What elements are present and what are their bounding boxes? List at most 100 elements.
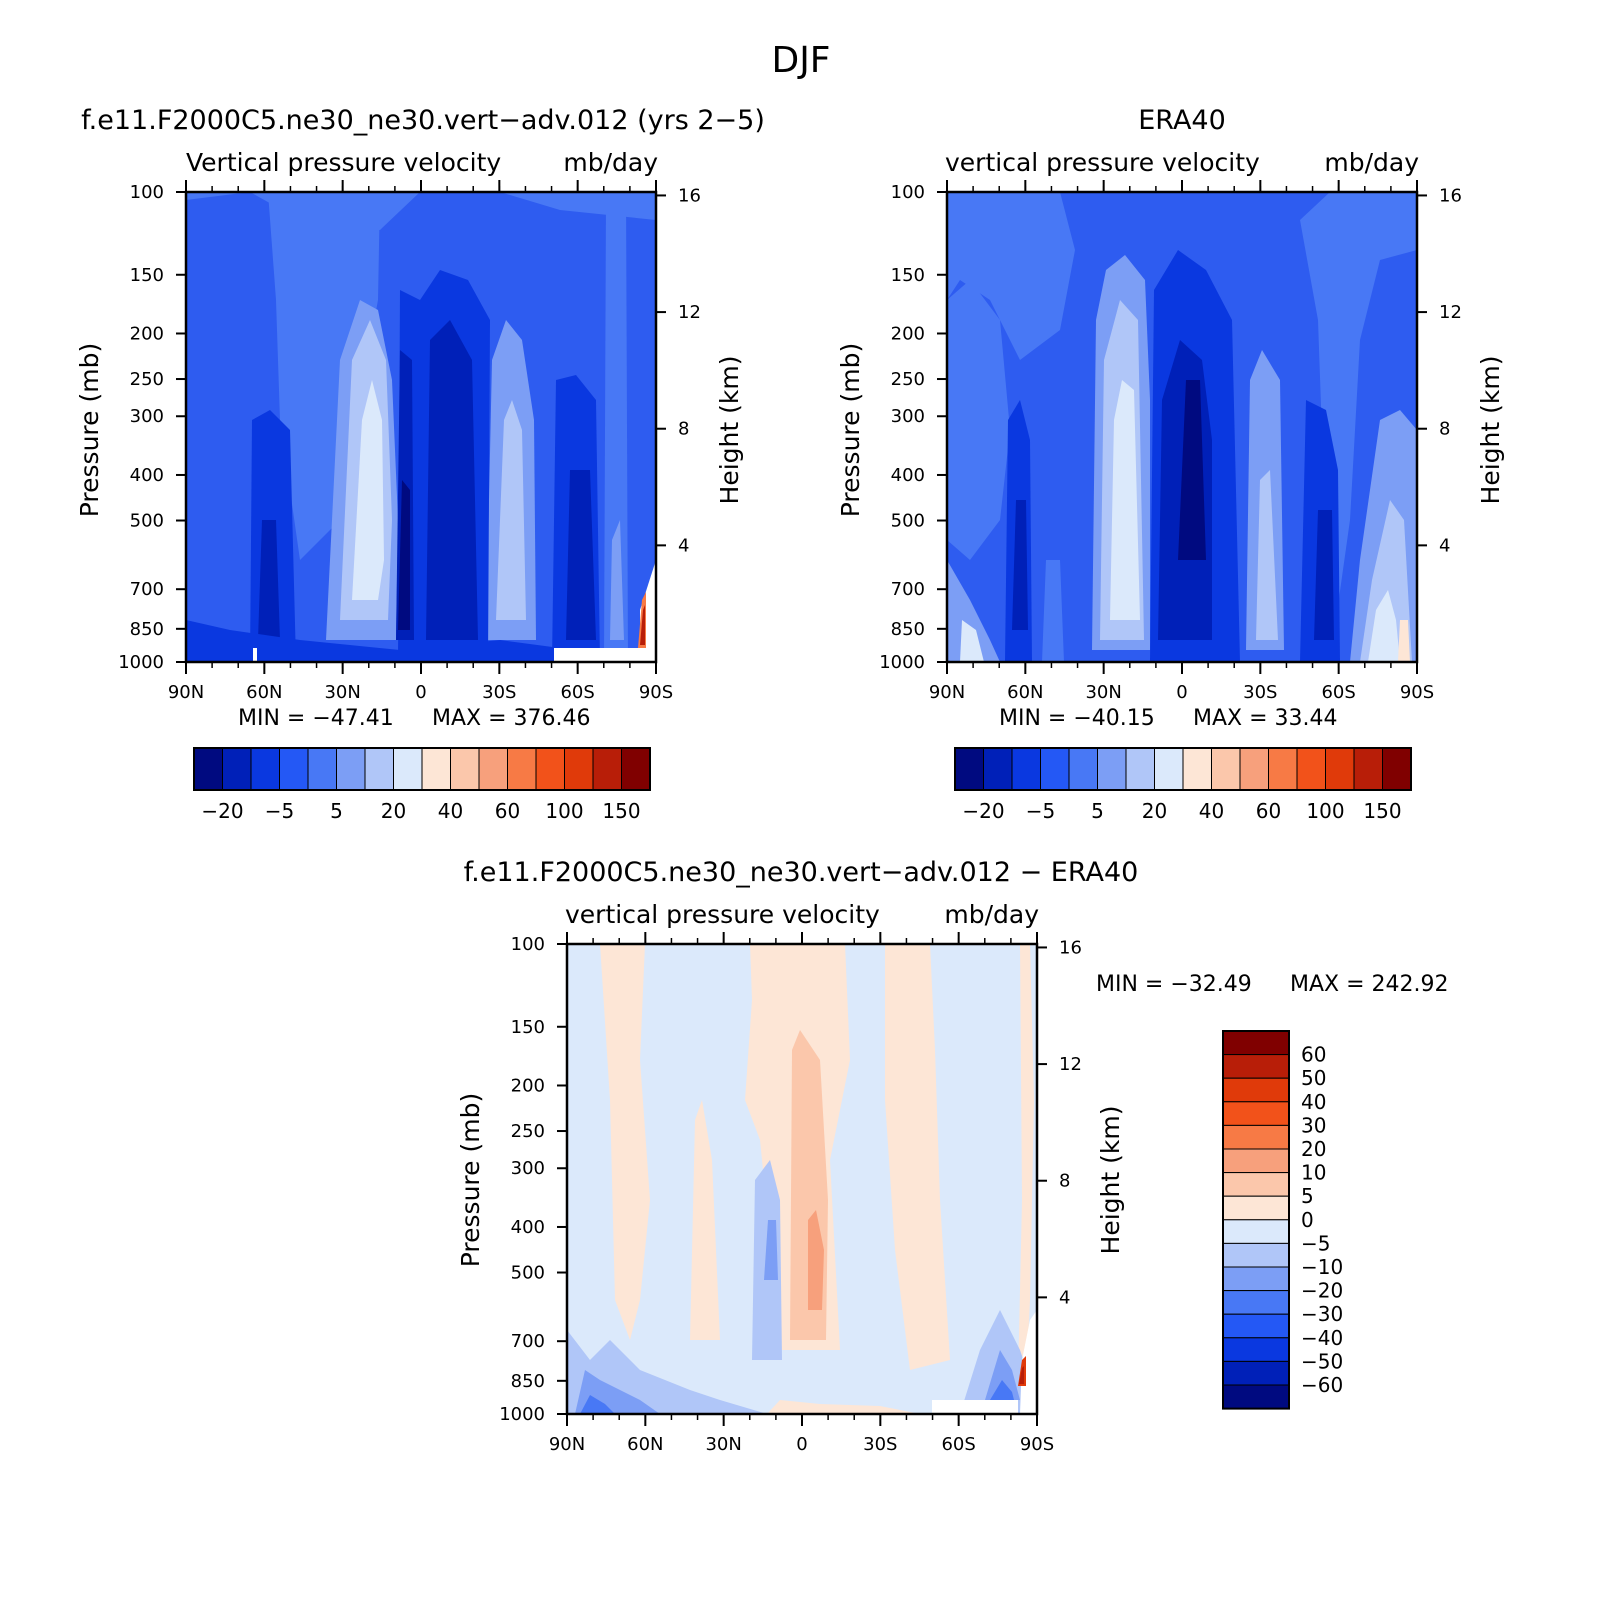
axes-obs: 90N 60N 30N 0 30S 60S 90S 100 150 200 250 300 400 500… [879, 180, 1462, 703]
contour-band [1018, 944, 1034, 1380]
colorbar-label: −10 [1301, 1255, 1343, 1279]
min-label-difference: MIN = −32.49 [1096, 972, 1252, 997]
y-tick-label: 500 [511, 1263, 545, 1284]
colorbar-label: −40 [1301, 1326, 1343, 1350]
y2-tick-label: 12 [1059, 1054, 1082, 1075]
contour-band [1178, 380, 1206, 560]
ylabel-difference: Pressure (mb) [456, 1093, 485, 1267]
colorbar-label: −5 [1301, 1231, 1330, 1255]
contour-band [1256, 470, 1278, 640]
y-tick-label: 1000 [879, 652, 925, 673]
x-tick-label: 60N [627, 1434, 663, 1455]
colorbar-box [1325, 747, 1355, 791]
colorbar-box [1222, 1290, 1290, 1315]
colorbar-box [1222, 1337, 1290, 1362]
y-tick-label: 150 [130, 265, 164, 286]
colorbar-label: −5 [1026, 799, 1055, 823]
contour-band [767, 1400, 920, 1414]
ylabel-obs: Pressure (mb) [836, 343, 865, 517]
contour-band [566, 470, 596, 640]
y-tick-label: 850 [891, 619, 925, 640]
y-tick-label: 200 [511, 1075, 545, 1096]
x-tick-label: 60N [1007, 682, 1043, 703]
x-tick-label: 30N [705, 1434, 741, 1455]
panel-obs: ERA40 vertical pressure velocity mb/day [836, 105, 1505, 823]
colorbar-box [1222, 1148, 1290, 1174]
colorbar-box [1222, 1101, 1290, 1126]
colorbar-box [1040, 747, 1070, 791]
contour-band [947, 192, 1075, 360]
colorbar-box [1296, 747, 1326, 791]
colorbar-box [621, 747, 651, 791]
contour-band [808, 1210, 824, 1310]
colorbar-box [592, 747, 622, 791]
x-tick-label: 60S [560, 682, 594, 703]
y-tick-label: 150 [891, 265, 925, 286]
x-tick-label: 90N [549, 1434, 585, 1455]
x-tick-label: 30S [863, 1434, 897, 1455]
colorbar-frame [954, 747, 1412, 791]
x-tick-label: 90N [929, 682, 965, 703]
colorbar-box [1222, 1030, 1290, 1056]
contour-band [1368, 590, 1400, 662]
colorbar-label: 40 [1199, 799, 1224, 823]
min-label-obs: MIN = −40.15 [999, 706, 1155, 731]
contour-band [947, 280, 1010, 560]
colorbar-label: 100 [545, 799, 583, 823]
y-tick-label: 700 [891, 579, 925, 600]
colorbar-label: 10 [1301, 1161, 1326, 1185]
y-tick-label: 1000 [118, 652, 164, 673]
colorbar-label: 60 [1256, 799, 1281, 823]
ylabel-model: Pressure (mb) [75, 343, 104, 517]
contour-band [604, 192, 628, 662]
x-tick-label: 0 [415, 682, 426, 703]
colorbar-box [535, 747, 565, 791]
y2label-model: Height (km) [715, 356, 744, 505]
y-tick-label: 200 [130, 323, 164, 344]
contour-band [580, 1395, 615, 1414]
colorbar-label: 60 [1301, 1043, 1326, 1067]
y2-tick-label: 16 [678, 185, 701, 206]
max-label-obs: MAX = 33.44 [1193, 706, 1338, 731]
colorbar-box [336, 747, 366, 791]
y-tick-label: 300 [891, 406, 925, 427]
colorbar-box [307, 747, 337, 791]
y2-tick-label: 8 [678, 419, 689, 440]
x-tick-label: 60S [941, 1434, 975, 1455]
colorbar-label: 40 [438, 799, 463, 823]
panel-model-title: f.e11.F2000C5.ne30_ne30.vert−adv.012 (yr… [81, 105, 765, 136]
contour-band [990, 1380, 1014, 1400]
colorbar-obs: −20 −5 5 20 40 60 100 150 [954, 747, 1412, 823]
y-tick-label: 250 [511, 1121, 545, 1142]
x-tick-label: 60S [1321, 682, 1355, 703]
x-tick-label: 0 [796, 1434, 807, 1455]
contour-band [1042, 560, 1064, 662]
panel-difference-subtitle-left: vertical pressure velocity [565, 900, 880, 929]
colorbar-label: 5 [330, 799, 343, 823]
y2-tick-label: 16 [1439, 185, 1462, 206]
missing-data [932, 1400, 1018, 1414]
y-tick-label: 300 [130, 406, 164, 427]
x-tick-label: 90S [1020, 1434, 1054, 1455]
y-tick-label: 250 [130, 369, 164, 390]
contour-band [690, 1100, 720, 1340]
x-tick-label: 30N [324, 682, 360, 703]
colorbar-label: 0 [1301, 1208, 1314, 1232]
colorbar-label: −20 [1301, 1279, 1343, 1303]
y-tick-label: 100 [891, 182, 925, 203]
contour-band [600, 944, 650, 1340]
figure-title: DJF [771, 40, 830, 81]
colorbar-box [507, 747, 537, 791]
colorbar-box [1125, 747, 1155, 791]
colorbar-frame [193, 747, 651, 791]
y-tick-label: 1000 [499, 1404, 545, 1425]
contour-band [764, 1220, 778, 1280]
y2-tick-label: 12 [1439, 302, 1462, 323]
colorbar-box [1382, 747, 1412, 791]
x-tick-label: 0 [1176, 682, 1187, 703]
y-tick-label: 700 [511, 1331, 545, 1352]
panel-model-subtitle-left: Vertical pressure velocity [186, 148, 501, 177]
contour-band [258, 520, 280, 640]
colorbar-label: 20 [1301, 1137, 1326, 1161]
y2-tick-label: 8 [1059, 1171, 1070, 1192]
